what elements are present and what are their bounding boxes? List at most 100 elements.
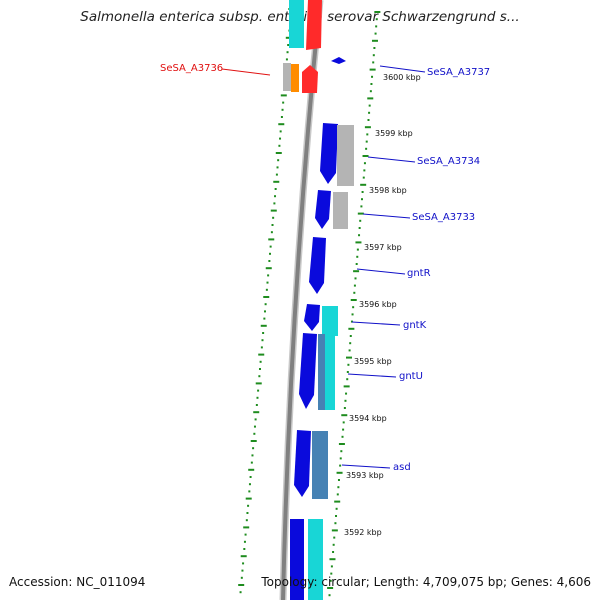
tick-mark xyxy=(270,209,277,212)
tick-mark xyxy=(330,565,333,568)
tick-mark xyxy=(334,522,337,525)
tick-mark xyxy=(243,540,246,543)
tick-mark xyxy=(345,392,348,395)
tick-mark xyxy=(356,255,359,258)
gene-feature xyxy=(320,123,338,184)
tick-mark xyxy=(248,483,251,486)
tick-mark xyxy=(357,212,364,215)
tick-mark xyxy=(346,371,349,373)
tick-mark xyxy=(269,245,272,248)
gene-label: SeSA_A3734 xyxy=(417,156,480,167)
gene-feature xyxy=(309,237,326,294)
tick-mark xyxy=(335,507,338,510)
tick-mark xyxy=(364,126,371,129)
tick-mark xyxy=(341,414,348,417)
tick-mark xyxy=(350,320,353,323)
tick-mark xyxy=(286,51,289,54)
tick-mark xyxy=(285,58,288,61)
tick-label: 3592 kbp xyxy=(344,528,382,537)
tick-mark xyxy=(279,130,282,133)
tick-mark xyxy=(266,281,269,284)
tick-mark xyxy=(372,61,375,64)
tick-label-group: 3600 kbp 3599 kbp 3598 kbp 3597 kbp 3596 kbp… xyxy=(344,73,421,537)
tick-mark xyxy=(247,504,250,507)
tick-mark xyxy=(355,241,362,244)
tick-mark xyxy=(270,231,273,234)
tick-mark xyxy=(258,368,261,370)
tick-mark xyxy=(255,382,262,385)
leader-line xyxy=(362,213,411,219)
tick-mark xyxy=(258,375,261,378)
tick-mark xyxy=(353,270,360,273)
tick-mark xyxy=(268,260,271,262)
tick-mark xyxy=(339,457,342,460)
tick-mark xyxy=(282,101,285,104)
tick-mark xyxy=(252,447,255,450)
tick-mark xyxy=(272,216,275,219)
tick-mark xyxy=(238,584,245,586)
tick-mark xyxy=(358,227,361,229)
tick-mark xyxy=(355,263,358,265)
tick-mark xyxy=(348,349,351,352)
gene-feature xyxy=(333,192,348,229)
tick-mark xyxy=(245,519,248,522)
tick-mark xyxy=(269,252,272,255)
tick-mark xyxy=(242,562,245,565)
tick-mark xyxy=(259,360,262,363)
genome-summary-text: Topology: circular; Length: 4,709,075 bp… xyxy=(261,575,591,589)
tick-mark xyxy=(281,108,284,111)
gene-label: SeSA_A3737 xyxy=(427,67,490,78)
tick-mark xyxy=(342,421,345,424)
tick-mark xyxy=(360,198,363,201)
tick-mark xyxy=(368,104,371,107)
inner-right-tick-ring xyxy=(327,11,381,597)
tick-mark xyxy=(273,180,280,183)
tick-mark xyxy=(351,313,354,316)
tick-mark xyxy=(250,440,257,442)
tick-mark xyxy=(374,11,381,13)
tick-mark xyxy=(348,327,355,330)
tick-mark xyxy=(261,339,264,342)
tick-mark xyxy=(334,500,341,503)
tick-mark xyxy=(253,432,256,435)
tick-mark xyxy=(375,25,378,28)
leader-line xyxy=(367,156,416,163)
tick-mark xyxy=(257,389,260,392)
tick-mark xyxy=(274,188,277,190)
tick-mark xyxy=(372,54,375,57)
gene-feature xyxy=(289,0,304,48)
leader-line xyxy=(351,321,401,326)
tick-mark xyxy=(344,399,347,402)
tick-mark xyxy=(280,116,283,118)
tick-mark xyxy=(349,335,352,337)
leader-line xyxy=(379,65,426,73)
tick-mark xyxy=(260,324,267,327)
gene-label: gntU xyxy=(399,371,423,382)
tick-label: 3595 kbp xyxy=(354,357,392,366)
tick-mark xyxy=(251,454,254,457)
gene-feature xyxy=(283,63,291,91)
tick-mark xyxy=(264,303,267,306)
gene-feature xyxy=(290,519,304,600)
tick-mark xyxy=(369,90,372,93)
tick-mark xyxy=(287,44,290,46)
tick-mark xyxy=(256,396,259,399)
tick-mark xyxy=(263,317,266,320)
gene-feature xyxy=(312,431,328,499)
leader-line xyxy=(347,373,397,378)
gene-feature xyxy=(331,57,346,64)
tick-mark xyxy=(278,123,285,126)
tick-mark xyxy=(353,284,356,287)
tick-mark xyxy=(243,526,250,529)
gene-feature xyxy=(306,0,322,50)
tick-mark xyxy=(343,385,350,388)
tick-mark xyxy=(350,299,357,301)
tick-mark xyxy=(248,468,255,471)
tick-mark xyxy=(335,515,338,517)
leader-line xyxy=(221,68,271,76)
tick-mark xyxy=(262,332,265,334)
tick-mark xyxy=(337,479,340,481)
tick-mark xyxy=(263,296,270,298)
tick-mark xyxy=(346,356,353,359)
tick-mark xyxy=(245,497,252,500)
